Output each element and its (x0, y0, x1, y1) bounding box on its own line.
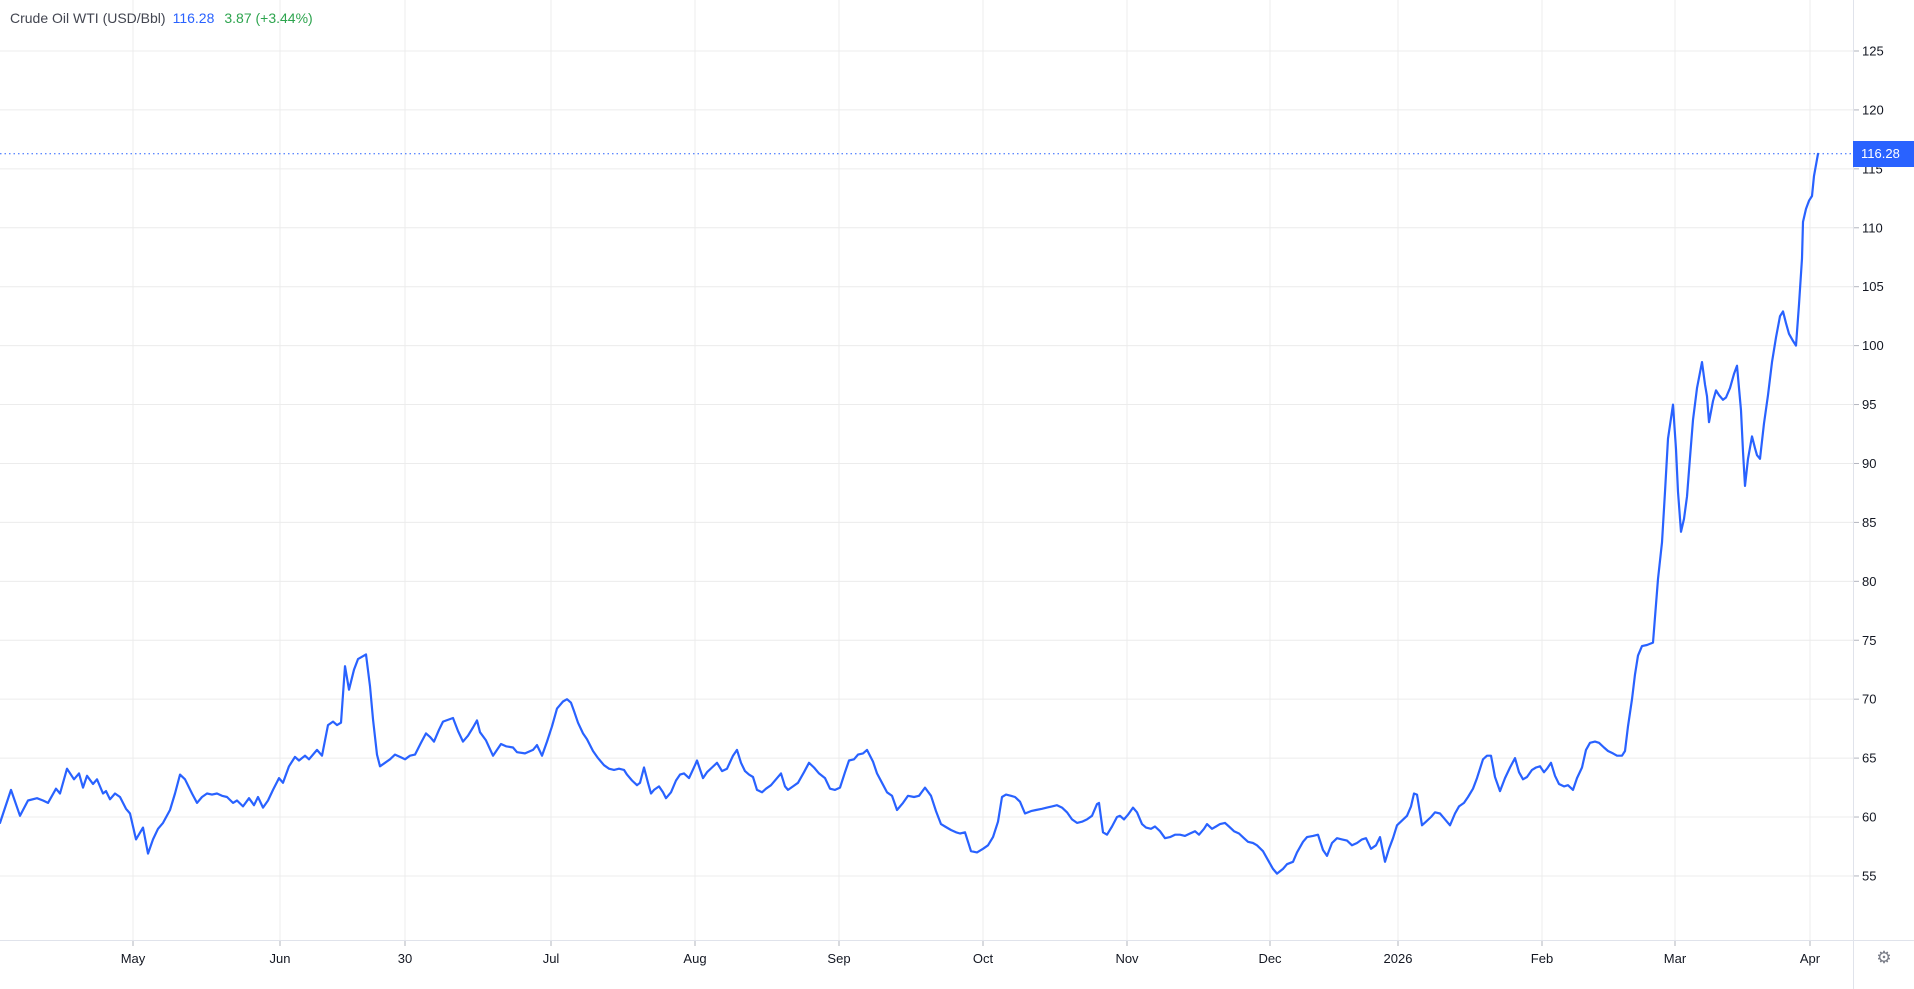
legend-last-price: 116.28 (172, 10, 215, 26)
price-axis-label[interactable]: 120 (1862, 102, 1884, 117)
symbol-title: Crude Oil WTI (USD/Bbl) (10, 10, 166, 26)
price-axis-label[interactable]: 85 (1862, 515, 1876, 530)
price-axis-label[interactable]: 100 (1862, 338, 1884, 353)
legend-change-abs: 3.87 (224, 10, 252, 26)
settings-gear-icon[interactable]: ⚙ (1876, 948, 1892, 967)
price-axis-label[interactable]: 80 (1862, 574, 1876, 589)
price-axis-label[interactable]: 125 (1862, 44, 1884, 59)
time-axis-label[interactable]: 30 (398, 951, 412, 966)
current-price-flag: 116.28 (1853, 141, 1914, 167)
time-axis-label[interactable]: Aug (683, 951, 706, 966)
time-axis-label[interactable]: Feb (1531, 951, 1553, 966)
time-axis-label[interactable]: 2026 (1384, 951, 1413, 966)
price-axis-label[interactable]: 75 (1862, 633, 1876, 648)
time-axis-label[interactable]: Sep (827, 951, 850, 966)
time-axis-label[interactable]: Nov (1115, 951, 1139, 966)
legend-change-pct: (+3.44%) (255, 10, 313, 26)
legend-change: 3.87 (+3.44%) (224, 10, 312, 26)
time-axis-label[interactable]: Mar (1664, 951, 1687, 966)
time-axis-label[interactable]: Jul (543, 951, 560, 966)
time-axis-label[interactable]: May (121, 951, 146, 966)
price-axis-label[interactable]: 60 (1862, 810, 1876, 825)
time-axis-label[interactable]: Jun (270, 951, 291, 966)
symbol-legend: Crude Oil WTI (USD/Bbl) 116.28 3.87 (+3.44… (10, 9, 313, 27)
time-axis-label[interactable]: Dec (1258, 951, 1282, 966)
price-axis-label[interactable]: 55 (1862, 868, 1876, 883)
price-axis-label[interactable]: 95 (1862, 397, 1876, 412)
price-line-series (0, 152, 1820, 875)
price-axis-label[interactable]: 90 (1862, 456, 1876, 471)
price-axis-label[interactable]: 110 (1862, 220, 1883, 235)
price-axis-label[interactable]: 65 (1862, 751, 1876, 766)
price-axis-label[interactable]: 70 (1862, 692, 1876, 707)
price-axis-label[interactable]: 105 (1862, 279, 1884, 294)
time-axis-label[interactable]: Oct (973, 951, 994, 966)
time-axis-label[interactable]: Apr (1800, 951, 1821, 966)
